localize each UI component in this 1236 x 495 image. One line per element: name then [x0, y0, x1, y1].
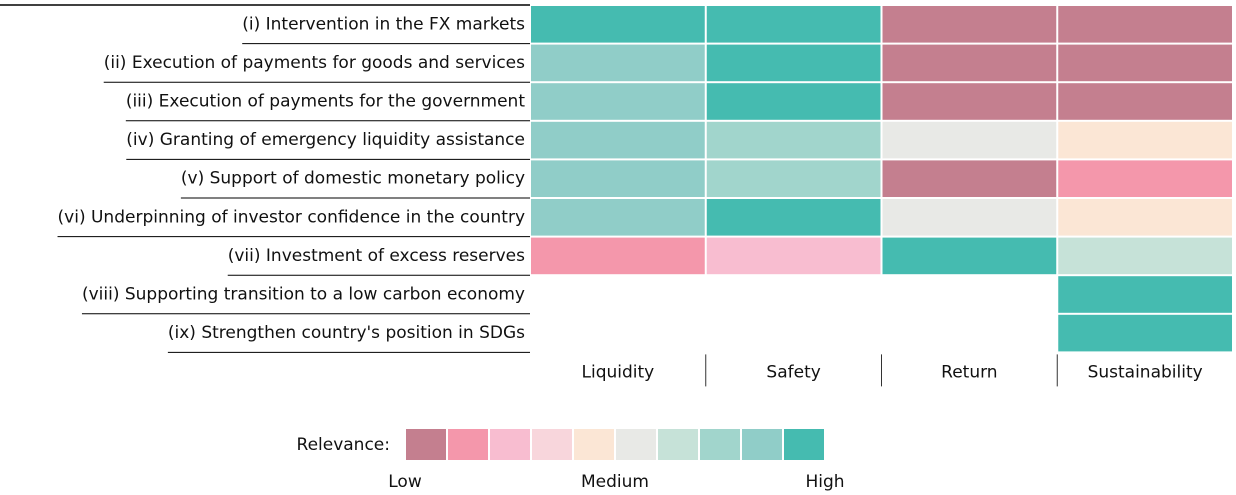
legend-swatch [448, 429, 488, 460]
legend-label: High [805, 472, 844, 492]
legend-title: Relevance: [297, 435, 390, 455]
cell [1058, 276, 1232, 313]
cell [882, 44, 1057, 82]
cell [531, 160, 705, 197]
cell [882, 160, 1057, 197]
legend-swatch [784, 429, 824, 460]
cell [706, 199, 881, 236]
row-label: (v) Support of domestic monetary policy [181, 169, 525, 189]
cell [1058, 83, 1232, 120]
legend-swatch [406, 429, 446, 460]
legend-label: Medium [581, 472, 649, 492]
cell [706, 44, 881, 82]
cell [531, 6, 705, 43]
legend-swatch [532, 429, 572, 460]
cell [1058, 44, 1232, 82]
column-label: Sustainability [1088, 362, 1203, 382]
cell [1058, 199, 1232, 236]
cell [1058, 160, 1232, 197]
cell [706, 237, 881, 275]
row-label: (i) Intervention in the FX markets [242, 14, 525, 34]
cell [1058, 314, 1232, 352]
cell [882, 199, 1057, 236]
cell [531, 83, 705, 120]
cell [531, 121, 705, 159]
cell [531, 199, 705, 236]
legend-swatch [658, 429, 698, 460]
cell [706, 160, 881, 197]
cell [1058, 121, 1232, 159]
row-label: (ix) Strengthen country's position in SD… [168, 323, 525, 343]
legend-swatch [574, 429, 614, 460]
row-label: (vii) Investment of excess reserves [228, 246, 525, 266]
cell [706, 121, 881, 159]
cell [1058, 6, 1232, 43]
cell [706, 6, 881, 43]
legend-swatch [742, 429, 782, 460]
cell [706, 83, 881, 120]
column-label: Safety [766, 362, 820, 382]
cell [882, 83, 1057, 120]
row-label: (viii) Supporting transition to a low ca… [82, 285, 525, 305]
row-label: (iii) Execution of payments for the gove… [126, 92, 525, 112]
row-label: (ii) Execution of payments for goods and… [104, 53, 525, 73]
row-label: (vi) Underpinning of investor confidence… [58, 207, 525, 227]
legend-label: Low [388, 472, 422, 492]
column-label: Liquidity [582, 362, 655, 382]
cell [882, 6, 1057, 43]
legend-swatch [490, 429, 530, 460]
cell [1058, 237, 1232, 275]
column-label: Return [941, 362, 997, 382]
row-label: (iv) Granting of emergency liquidity ass… [126, 130, 525, 150]
cell [531, 237, 705, 275]
legend-swatch [700, 429, 740, 460]
cell [882, 121, 1057, 159]
cell [531, 44, 705, 82]
legend-swatch [616, 429, 656, 460]
cell [882, 237, 1057, 275]
